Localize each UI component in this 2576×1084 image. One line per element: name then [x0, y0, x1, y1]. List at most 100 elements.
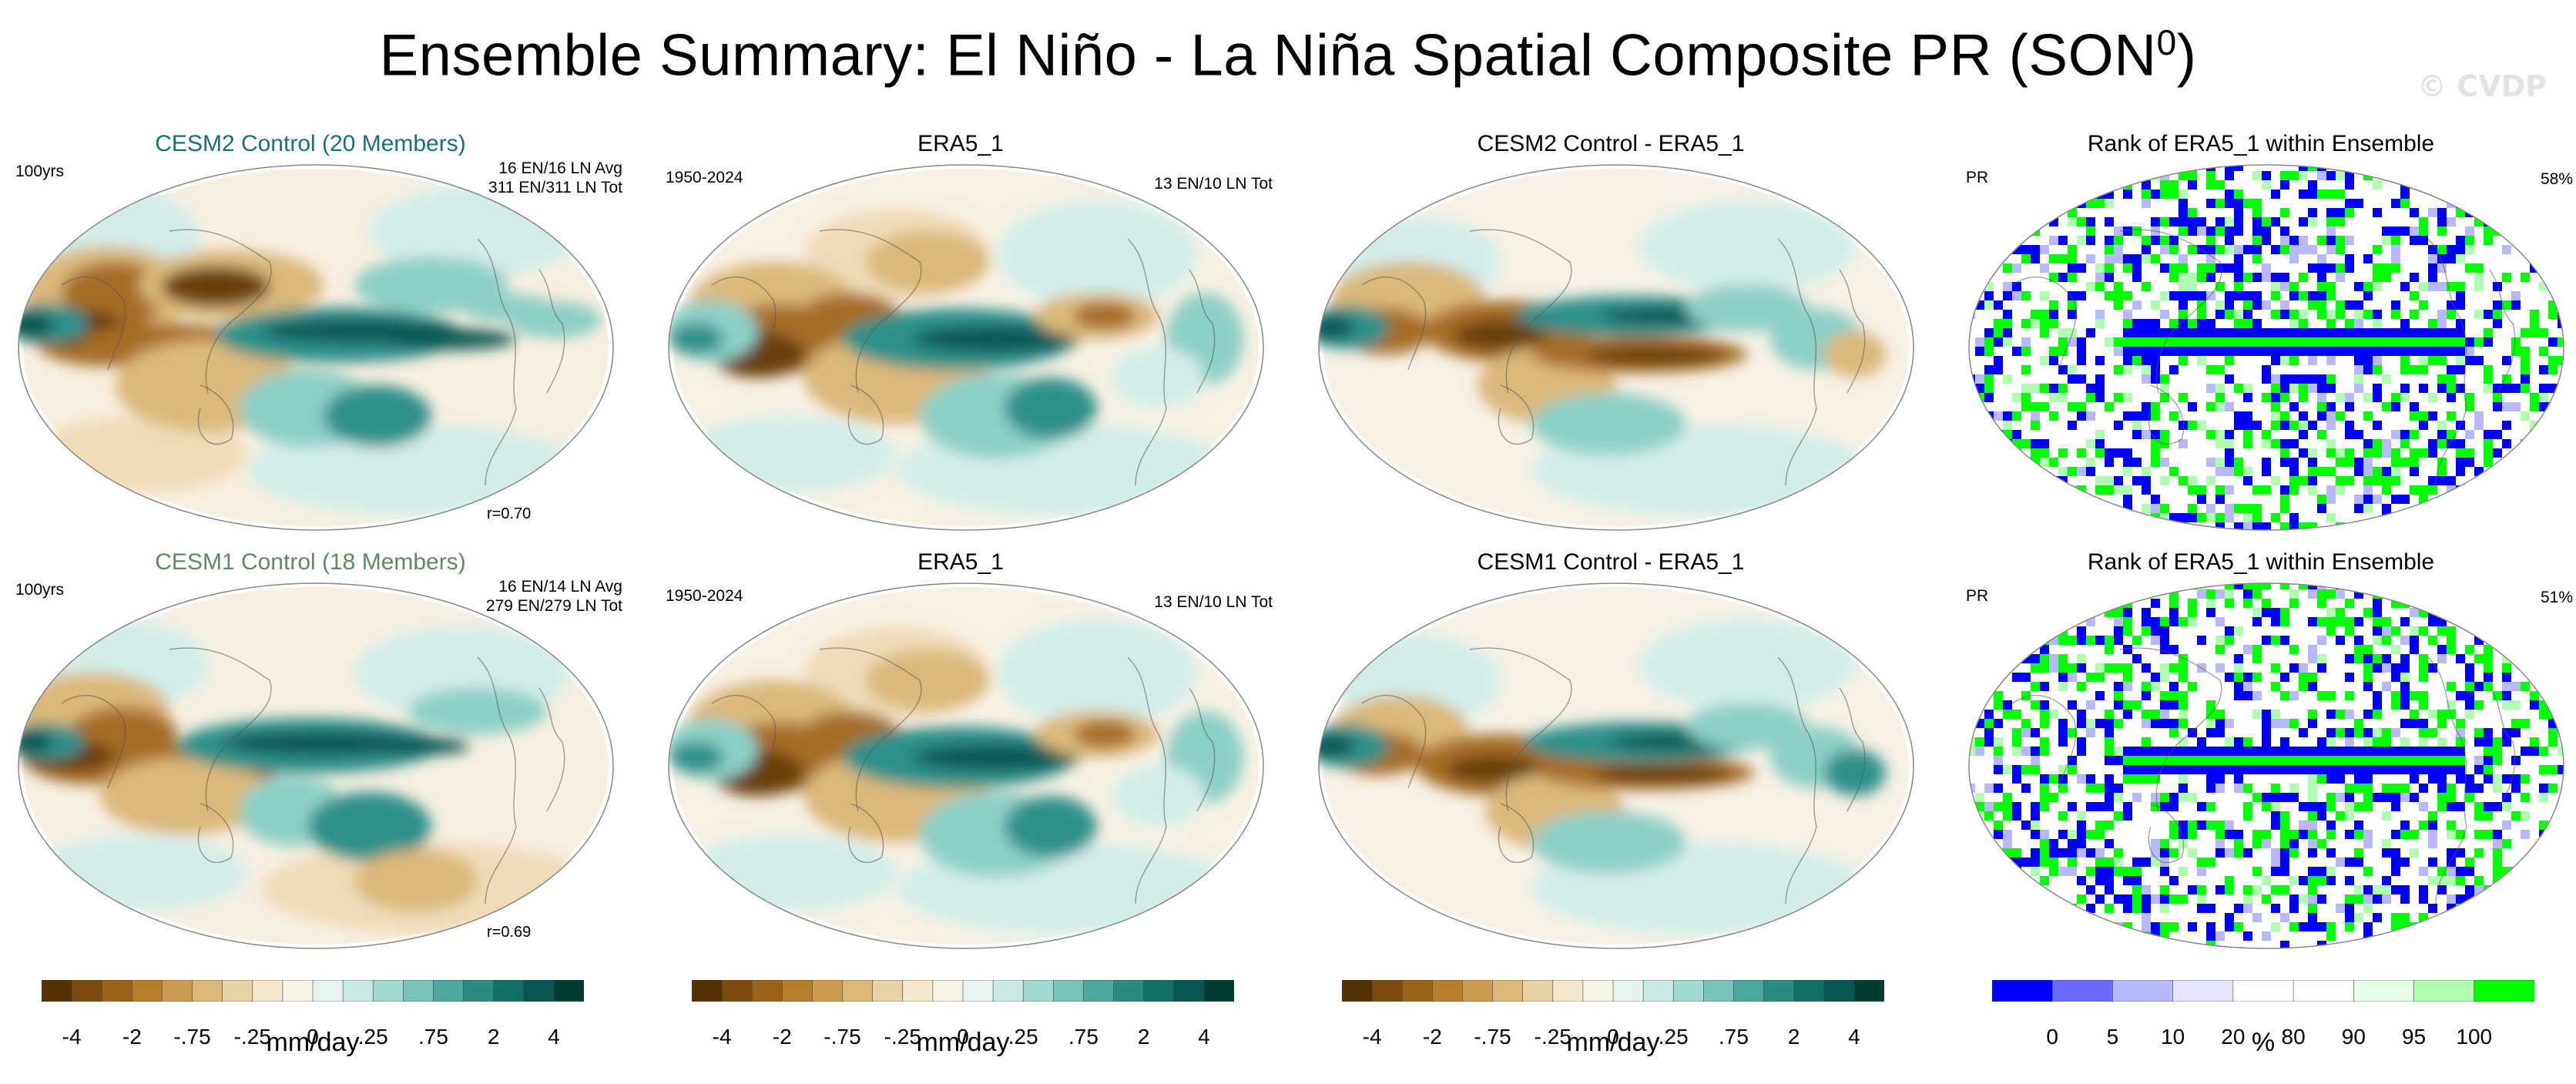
colorbar-swatch — [782, 980, 813, 1002]
colorbar-tick-label: -4 — [712, 1025, 732, 1049]
event-count-avg: 16 EN/14 LN Avg — [498, 578, 622, 596]
colorbar-swatch — [1203, 980, 1234, 1002]
panel-cesm1-minus-era5: CESM1 Control - ERA5_1 — [1306, 549, 1915, 965]
pattern-correlation: r=0.70 — [487, 505, 532, 522]
panel-cesm2-control: CESM2 Control (20 Members) 100yrs 16 EN/… — [6, 131, 622, 547]
colorbar-tick-label: 4 — [1848, 1025, 1860, 1049]
colorbar-swatches — [692, 980, 1234, 1002]
colorbar-tick-label: .75 — [1718, 1025, 1749, 1049]
colorbar-pr-1: -4 -2 -.75 -.25 0 .25 .75 2 4 mm/day — [42, 980, 584, 1057]
map-cesm2-control — [15, 162, 616, 533]
colorbar-swatch — [71, 980, 103, 1002]
colorbar-tick-label: .25 — [1658, 1025, 1689, 1049]
panel-title: ERA5_1 — [917, 549, 1004, 575]
panel-event-counts: 16 EN/14 LN Avg 279 EN/279 LN Tot — [486, 577, 622, 616]
colorbar-tick-label: -2 — [1422, 1025, 1442, 1049]
event-count-tot: 279 EN/279 LN Tot — [485, 597, 622, 615]
colorbar-swatch — [252, 980, 283, 1002]
colorbar-swatch — [1992, 980, 2054, 1002]
panel-title: CESM1 Control (18 Members) — [155, 549, 466, 575]
colorbar-tick-label: 0 — [1607, 1025, 1619, 1049]
colorbar-swatch — [2353, 980, 2415, 1002]
figure-title: Ensemble Summary: El Niño - La Niña Spat… — [379, 22, 2197, 89]
colorbar-swatch — [493, 980, 525, 1002]
colorbar-swatch — [1462, 980, 1494, 1002]
colorbar-swatch — [1552, 980, 1584, 1002]
colorbar-units-label: mm/day — [916, 1028, 1010, 1057]
colorbar-swatch — [1853, 980, 1884, 1002]
colorbar-pr-2: -4 -2 -.75 -.25 0 .25 .75 2 4 mm/day — [692, 980, 1234, 1057]
colorbar-tick-label: -.25 — [884, 1025, 921, 1049]
colorbar-swatch — [1823, 980, 1855, 1002]
colorbar-tick-label: -4 — [1362, 1025, 1382, 1049]
colorbar-swatch — [1733, 980, 1765, 1002]
robinson-projection-map — [1968, 582, 2564, 949]
colorbar-swatch — [553, 980, 584, 1002]
panel-title: Rank of ERA5_1 within Ensemble — [2087, 131, 2435, 156]
colorbar-swatch — [2293, 980, 2355, 1002]
colorbar-swatch — [962, 980, 994, 1002]
colorbar-swatch — [1083, 980, 1115, 1002]
colorbar-swatch — [751, 980, 783, 1002]
panel-years: 1950-2024 — [666, 169, 743, 186]
robinson-projection-map — [1318, 164, 1914, 531]
colorbar-swatch — [463, 980, 495, 1002]
panel-cesm1-control: CESM1 Control (18 Members) 100yrs 16 EN/… — [6, 549, 622, 965]
colorbar-tick-label: .75 — [418, 1025, 448, 1049]
colorbar-tick-label: -.25 — [233, 1025, 271, 1049]
map-cesm1-control — [15, 580, 616, 951]
colorbar-swatches — [1992, 980, 2534, 1002]
panel-title: CESM2 Control (20 Members) — [155, 131, 466, 156]
panel-rank-percent: 58% — [2540, 170, 2573, 188]
colorbar-tick-label: 0 — [957, 1025, 969, 1049]
colorbar-tick-label: -2 — [122, 1025, 142, 1049]
colorbar-swatch — [342, 980, 374, 1002]
panel-era5-bottom: ERA5_1 1950-2024 13 EN/10 LN Tot — [656, 549, 1273, 965]
event-count-avg: 16 EN/16 LN Avg — [498, 159, 622, 177]
panel-rank-percent: 51% — [2540, 589, 2573, 606]
robinson-projection-map — [18, 582, 614, 949]
colorbar-swatch — [1582, 980, 1614, 1002]
robinson-projection-map — [1318, 582, 1914, 949]
map-rank-cesm2 — [1966, 162, 2567, 533]
colorbar-tick-label: 100 — [2456, 1025, 2493, 1049]
map-rank-cesm1 — [1966, 580, 2567, 951]
colorbar-swatch — [932, 980, 964, 1002]
colorbar-tick-label: 0 — [2046, 1025, 2059, 1049]
robinson-projection-map — [668, 164, 1264, 531]
colorbar-swatch — [902, 980, 934, 1002]
colorbar-swatch — [1763, 980, 1795, 1002]
event-count-tot: 311 EN/311 LN Tot — [488, 179, 622, 196]
colorbar-swatch — [312, 980, 344, 1002]
colorbar-ticks: 0 5 10 20 80 90 95 100 — [1992, 1002, 2534, 1049]
colorbar-swatch — [1642, 980, 1675, 1002]
panel-rank-cesm1: Rank of ERA5_1 within Ensemble PR 51% — [1957, 549, 2573, 965]
colorbar-tick-label: -.75 — [1474, 1025, 1511, 1049]
colorbar-swatch — [1432, 980, 1464, 1002]
colorbar-swatch — [192, 980, 223, 1002]
colorbar-tick-label: 0 — [307, 1025, 319, 1049]
colorbar-swatch — [222, 980, 253, 1002]
colorbar-swatch — [101, 980, 133, 1002]
colorbar-ticks: -4 -2 -.75 -.25 0 .25 .75 2 4 — [692, 1002, 1234, 1049]
panel-title: Rank of ERA5_1 within Ensemble — [2087, 549, 2435, 575]
colorbar-swatch — [1371, 980, 1404, 1002]
map-era5 — [666, 162, 1266, 533]
colorbar-tick-label: -2 — [772, 1025, 792, 1049]
colorbar-swatch — [1793, 980, 1825, 1002]
colorbar-swatch — [433, 980, 465, 1002]
colorbar-swatch — [1342, 980, 1373, 1002]
panel-years: 100yrs — [15, 581, 65, 599]
colorbar-swatch — [842, 980, 874, 1002]
colorbar-swatch — [1022, 980, 1055, 1002]
robinson-projection-map — [1968, 164, 2564, 531]
colorbar-tick-label: 95 — [2401, 1025, 2427, 1049]
colorbar-swatch — [403, 980, 434, 1002]
colorbar-swatch — [2232, 980, 2294, 1002]
colorbar-ticks: -4 -2 -.75 -.25 0 .25 .75 2 4 — [42, 1002, 584, 1049]
pattern-correlation: r=0.69 — [487, 924, 532, 941]
colorbar-swatch — [42, 980, 72, 1002]
colorbar-swatch — [1053, 980, 1085, 1002]
colorbar-pr-3: -4 -2 -.75 -.25 0 .25 .75 2 4 mm/day — [1342, 980, 1884, 1057]
colorbar-swatch — [1113, 980, 1145, 1002]
